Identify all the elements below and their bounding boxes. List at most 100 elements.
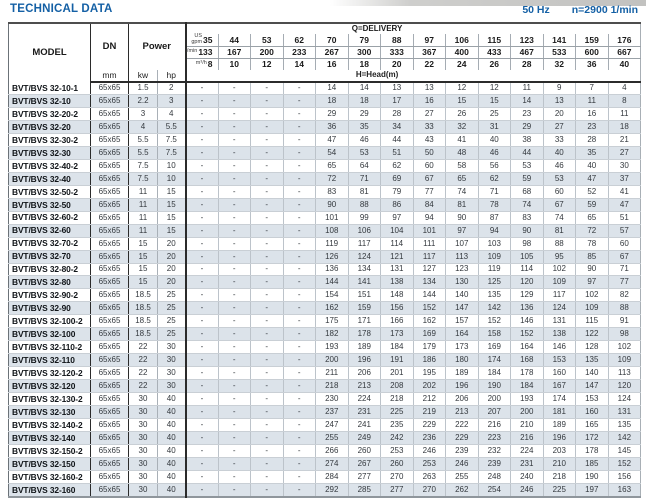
head-value: - (185, 94, 219, 109)
head-value: 53 (542, 172, 576, 186)
head-value: - (217, 444, 251, 458)
table-row: BVT/BVS 32-160 65x65 30 40- - - -292 285 277 270 2… (8, 483, 641, 498)
head-value: 97 (445, 224, 479, 238)
head-value: 78 (477, 198, 511, 212)
head-value: 51 (380, 146, 414, 160)
head-value: 13 (380, 81, 414, 96)
dn-value: 65x65 (90, 418, 129, 432)
head-value: 152 (510, 327, 544, 342)
head-value: 134 (347, 263, 381, 277)
table-row: BVT/BVS 32-140 65x65 30 40- - - -255 249 242 236 2… (8, 431, 641, 445)
head-value: 14 (347, 81, 381, 96)
head-value: 164 (510, 340, 544, 355)
head-value: - (250, 366, 284, 381)
dn-value: 65x65 (90, 172, 129, 186)
head-value: 82 (607, 288, 641, 303)
head-value: - (185, 263, 219, 277)
head-value: 186 (412, 353, 446, 368)
head-value: 7 (575, 81, 609, 96)
head-value: 246 (445, 457, 479, 471)
header-row-delivery: MODEL DN Power Q=DELIVERY (8, 23, 641, 82)
head-value: 32 (445, 120, 479, 134)
model-name: BVT/BVS 32-30-2 (8, 133, 91, 147)
head-value: 23 (575, 120, 609, 134)
head-value: 154 (315, 288, 349, 303)
head-value: - (217, 159, 251, 173)
model-name: BVT/BVS 32-50 (8, 198, 91, 212)
head-value: 201 (380, 366, 414, 381)
head-value: 270 (380, 470, 414, 484)
head-value: 180 (445, 353, 479, 368)
head-value: - (282, 263, 316, 277)
col-header-hp: hp (157, 69, 187, 83)
head-value: 182 (315, 327, 349, 342)
head-value: 140 (445, 288, 479, 303)
head-value: - (217, 275, 251, 290)
head-value: 71 (477, 185, 511, 199)
model-name: BVT/BVS 32-90-2 (8, 288, 91, 303)
head-value: 191 (380, 353, 414, 368)
head-value: 124 (347, 250, 381, 264)
head-value: 60 (607, 237, 641, 251)
head-value: 224 (510, 444, 544, 458)
table-row: BVT/BVS 32-10-1 65x65 1.5 2- - - -14 14 13 13 12 12… (8, 81, 641, 96)
head-value: 47 (607, 198, 641, 212)
head-value: - (217, 431, 251, 445)
head-value: 151 (347, 288, 381, 303)
head-value: 111 (412, 237, 446, 251)
head-value: 47 (575, 172, 609, 186)
delivery-value: 12 (250, 58, 284, 70)
head-value: - (217, 237, 251, 251)
head-value: 145 (607, 444, 641, 458)
delivery-value: 133 (198, 46, 213, 57)
head-value: 229 (445, 431, 479, 445)
head-value: - (185, 198, 219, 212)
head-value: - (282, 275, 316, 290)
head-value: 12 (445, 81, 479, 96)
head-value: 136 (315, 263, 349, 277)
dn-value: 65x65 (90, 470, 129, 484)
head-value: 9 (542, 81, 576, 96)
head-value: - (185, 159, 219, 173)
delivery-value: 40 (607, 58, 641, 70)
head-value: - (250, 81, 284, 96)
head-value: - (185, 107, 219, 122)
head-value: 64 (347, 159, 381, 173)
head-value: - (185, 340, 219, 355)
head-value: 84 (412, 198, 446, 212)
head-value: 239 (477, 457, 511, 471)
table-row: BVT/BVS 32-60-2 65x65 11 15- - - -101 99 97 94 90 8… (8, 211, 641, 225)
kw-value: 18.5 (128, 314, 158, 329)
head-value: 235 (380, 418, 414, 432)
hp-value: 40 (157, 392, 187, 406)
hp-value: 7.5 (157, 133, 187, 147)
kw-value: 5.5 (128, 133, 158, 147)
head-value: 27 (412, 107, 446, 122)
dn-value: 65x65 (90, 379, 129, 394)
head-value: 77 (607, 275, 641, 290)
head-value: 152 (412, 301, 446, 316)
head-value: 146 (542, 340, 576, 355)
head-value: 26 (445, 107, 479, 122)
head-value: 30 (607, 159, 641, 173)
table-row: BVT/BVS 32-60 65x65 11 15- - - -108 106 104 101 97… (8, 224, 641, 238)
head-value: 246 (412, 444, 446, 458)
delivery-value: 176 (607, 34, 641, 47)
head-value: 95 (542, 250, 576, 264)
head-value: 260 (380, 457, 414, 471)
table-row: BVT/BVS 32-20-2 65x65 3 4- - - -29 29 28 27 26 25 23… (8, 107, 641, 122)
hp-value: 2 (157, 81, 187, 96)
table-row: BVT/BVS 32-100-2 65x65 18.5 25- - - -175 171 166… (8, 314, 641, 329)
head-value: 13 (412, 81, 446, 96)
dn-value: 65x65 (90, 288, 129, 303)
delivery-value: 26 (477, 58, 511, 70)
head-value: - (185, 146, 219, 160)
head-value: 130 (445, 275, 479, 290)
head-value: 121 (380, 250, 414, 264)
col-header-head: H=Head(m) (185, 69, 641, 83)
head-value: 200 (477, 392, 511, 406)
delivery-value: 467 (510, 46, 544, 59)
head-value: 131 (542, 314, 576, 329)
dn-value: 65x65 (90, 301, 129, 316)
kw-value: 11 (128, 185, 158, 199)
